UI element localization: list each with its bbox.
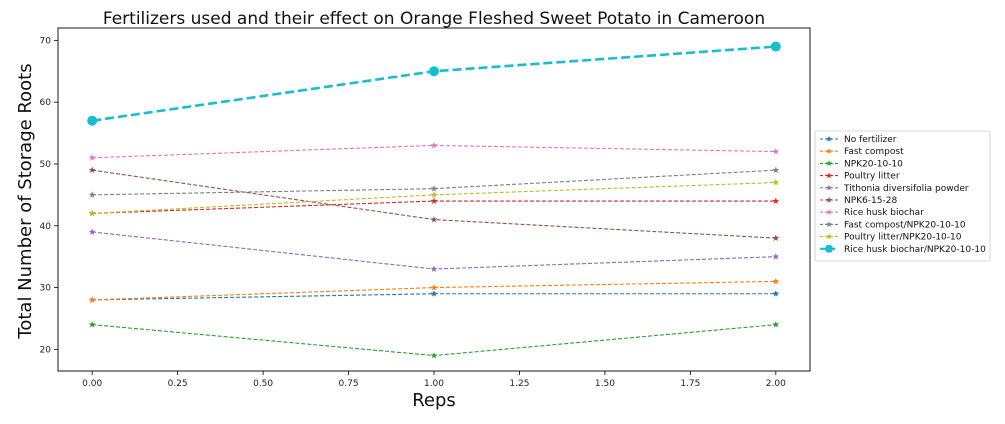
data-point: [772, 290, 780, 297]
legend-label: Fast compost/NPK20-10-10: [844, 220, 966, 230]
series-line: [88, 166, 780, 242]
x-tick-label: 0.75: [339, 379, 359, 389]
y-tick-label: 20: [40, 345, 52, 355]
plot-area: 0.00 0.25 0.50 0.75 1.00 1.25 1.50 1.75 2.00 20 30…: [40, 27, 811, 389]
data-point: [430, 185, 438, 192]
x-tick-label: 1.00: [424, 379, 444, 389]
data-point: [87, 115, 98, 126]
legend-swatch-marker: [825, 172, 833, 179]
legend-item: NPK20-10-10: [820, 159, 903, 169]
legend-item: Fast compost: [820, 147, 904, 157]
legend: No fertilizer Fast compost NPK20-10-10 Poul…: [814, 130, 991, 262]
data-point: [430, 290, 438, 297]
series-path: [92, 169, 776, 196]
data-point: [772, 234, 780, 242]
legend-swatch-marker: [825, 209, 833, 215]
legend-swatch-marker: [825, 244, 833, 253]
x-tick-label: 1.75: [680, 379, 700, 389]
legend-item: Poultry litter/NPK20-10-10: [820, 233, 962, 243]
y-tick-label: 60: [40, 98, 52, 108]
legend-label: Fast compost: [844, 147, 904, 157]
chart-title: Fertilizers used and their effect on Ora…: [103, 9, 765, 29]
series-line: [88, 178, 780, 217]
x-tick-label: 1.50: [595, 379, 615, 389]
data-point: [88, 166, 96, 174]
data-point: [88, 209, 96, 217]
series-line: [88, 321, 780, 359]
data-point: [772, 148, 780, 155]
legend-label: Tithonia diversifolia powder: [843, 184, 969, 194]
data-point: [770, 41, 781, 52]
data-point: [429, 66, 439, 77]
legend-swatch-marker: [825, 148, 833, 154]
series-path: [91, 45, 776, 122]
legend-swatch-marker: [825, 184, 833, 191]
legend-swatch-marker: [825, 221, 833, 227]
data-point: [772, 166, 780, 174]
series-path: [92, 231, 776, 270]
legend-label: NPK20-10-10: [844, 159, 903, 169]
series-path: [92, 324, 776, 357]
series-line: [88, 290, 780, 303]
legend-label: Rice husk biochar/NPK20-10-10: [844, 245, 986, 255]
data-point: [430, 283, 438, 291]
legend-label: NPK6-15-28: [844, 196, 897, 206]
data-point: [772, 321, 780, 328]
legend-swatch-marker: [825, 160, 833, 166]
data-point: [772, 197, 780, 204]
legend-label: Poultry litter/NPK20-10-10: [844, 233, 962, 243]
series-line: [88, 228, 780, 272]
data-point: [430, 191, 438, 198]
series-line: [88, 141, 780, 161]
y-tick-label: 50: [40, 160, 52, 170]
legend-item: Fast compost/NPK20-10-10: [820, 220, 966, 230]
legend-item: NPK6-15-28: [820, 196, 897, 206]
data-point: [88, 296, 96, 303]
data-point: [88, 321, 96, 328]
legend-swatch-marker: [825, 233, 833, 240]
legend-item: Poultry litter: [820, 172, 900, 182]
data-point: [430, 141, 438, 149]
series-path: [92, 144, 776, 159]
series-path: [92, 169, 776, 239]
data-point: [772, 253, 780, 260]
data-point: [88, 228, 96, 235]
legend-swatch-marker: [825, 135, 833, 142]
legend-item: Rice husk biochar: [820, 208, 924, 218]
y-axis-title: Total Number of Storage Roots: [15, 63, 36, 339]
data-point: [88, 191, 96, 198]
legend-item: Rice husk biochar/NPK20-10-10: [820, 244, 986, 255]
y-tick-label: 30: [40, 284, 52, 294]
data-point: [772, 178, 780, 186]
series-line: [88, 197, 780, 217]
data-point: [430, 215, 438, 223]
x-tick-label: 0.00: [82, 379, 102, 389]
y-tick-label: 70: [40, 36, 52, 46]
series-line: [87, 41, 781, 126]
data-point: [430, 351, 438, 359]
y-tick-label: 40: [40, 222, 52, 232]
x-axis-title: Reps: [412, 390, 456, 411]
data-point: [430, 265, 438, 272]
legend-label: Rice husk biochar: [844, 208, 924, 218]
x-tick-label: 0.50: [253, 379, 273, 389]
legend-item: Tithonia diversifolia powder: [820, 184, 969, 194]
data-point: [430, 197, 438, 204]
series-path: [92, 200, 776, 214]
legend-item: No fertilizer: [820, 135, 897, 145]
x-tick-label: 2.00: [766, 379, 786, 389]
series-line: [88, 166, 780, 198]
x-tick-label: 1.25: [509, 379, 529, 389]
x-tick-label: 0.25: [168, 379, 188, 389]
series-line: [88, 277, 780, 303]
data-point: [772, 277, 780, 285]
data-point: [88, 154, 96, 161]
legend-swatch-marker: [825, 196, 833, 203]
legend-label: No fertilizer: [844, 135, 897, 145]
legend-frame: [814, 130, 991, 262]
legend-label: Poultry litter: [844, 172, 900, 182]
